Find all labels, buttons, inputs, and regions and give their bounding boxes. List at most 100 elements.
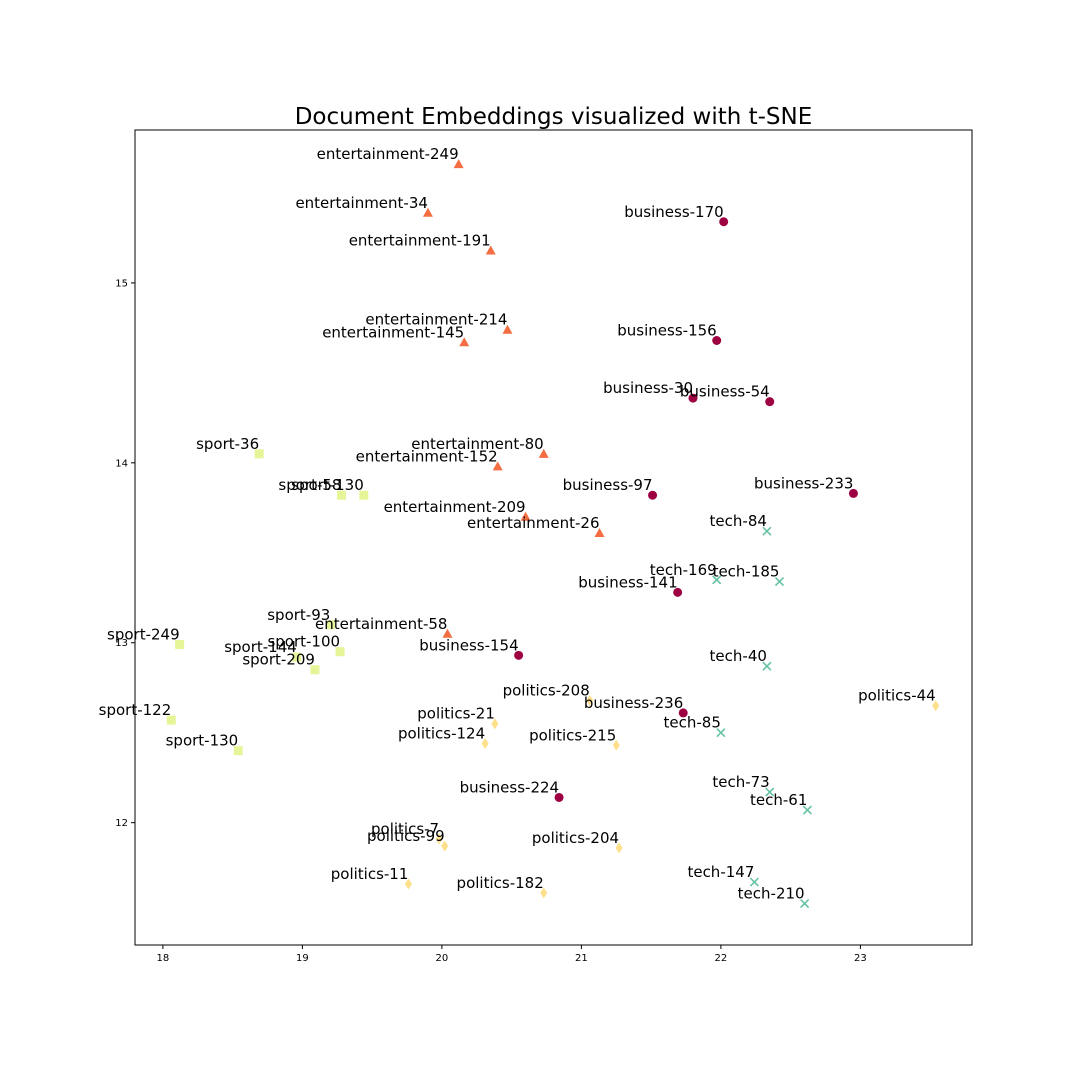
y-tick-label: 15 [115,278,128,289]
business-point-marker [848,488,858,498]
point-label: sport-93 [267,606,330,624]
point-label: entertainment-209 [384,498,526,516]
point-label: sport-209 [242,651,315,669]
business-point-marker [648,490,658,500]
sport-point-marker [254,449,264,459]
business-point-marker [673,587,683,597]
politics-point-marker [540,887,548,899]
politics-point-marker [481,737,489,749]
y-tick-label: 14 [115,458,128,469]
point-label: sport-144 [224,638,297,656]
point-label: sport-100 [267,633,340,651]
point-label: entertainment-214 [365,311,507,329]
x-tick-label: 22 [715,953,728,964]
x-tick-label: 18 [157,953,170,964]
point-label: politics-11 [331,865,409,883]
point-label: entertainment-58 [315,615,448,633]
point-label: tech-169 [650,561,717,579]
point-label: business-30 [603,379,693,397]
point-label: entertainment-191 [349,232,491,250]
point-label: sport-130 [166,732,239,750]
politics-point-marker [441,840,449,852]
chart-title: Document Embeddings visualized with t-SN… [295,104,813,130]
point-label: entertainment-145 [322,323,464,341]
tech-point-marker [762,526,772,536]
sport-point-marker [166,715,176,725]
point-label: politics-204 [532,829,619,847]
point-label: politics-182 [457,874,544,892]
point-label: sport-58 [278,476,341,494]
point-label: business-141 [578,573,677,591]
entertainment-point-marker [442,628,453,638]
sport-point-marker [335,647,345,657]
point-label: politics-7 [371,820,439,838]
entertainment-point-marker [422,207,433,217]
business-point-marker [678,708,688,718]
point-labels: entertainment-249 entertainment-34 enterta… [99,145,936,902]
point-label: entertainment-152 [356,447,498,465]
business-point-marker [765,397,775,407]
tech-point-marker [802,805,812,815]
point-label: business-236 [584,694,683,712]
entertainment-point-marker [502,324,513,334]
politics-point-marker [932,700,940,712]
business-point-marker [719,217,729,227]
x-tick-label: 21 [575,953,588,964]
y-tick-label: 12 [115,818,128,829]
x-tick-label: 23 [854,953,867,964]
sport-point-marker [310,665,320,675]
entertainment-point-marker [538,448,549,458]
point-label: business-97 [563,476,653,494]
politics-point-marker [615,842,623,854]
point-label: tech-185 [713,563,780,581]
sport-point-marker [325,620,335,630]
politics-point-marker [586,694,594,706]
point-label: tech-147 [687,863,754,881]
point-label: politics-124 [398,724,485,742]
entertainment-point-marker [594,528,605,538]
plot-area-frame [134,129,973,946]
entertainment-point-marker [520,511,531,521]
sport-point-marker [336,490,346,500]
point-label: business-54 [680,383,770,401]
axis-ticks: 18 19 20 21 22 23 12 13 14 15 [115,278,867,964]
point-label: entertainment-80 [411,435,544,453]
sport-point-marker [292,652,302,662]
point-label: business-224 [460,778,559,796]
point-label: sport-36 [196,435,259,453]
politics-point-marker [404,878,412,890]
business-point-marker [514,650,524,660]
entertainment-point-marker [485,245,496,255]
point-label: entertainment-26 [467,514,600,532]
point-label: business-170 [624,203,723,221]
entertainment-point-marker [492,461,503,471]
point-label: sport-249 [107,626,180,644]
point-label: politics-44 [858,687,936,705]
point-label: business-156 [617,321,716,339]
point-label: tech-85 [664,714,721,732]
x-tick-label: 19 [296,953,309,964]
point-label: politics-215 [529,726,616,744]
business-point-marker [554,792,564,802]
point-label: tech-210 [738,885,805,903]
point-label: business-154 [419,636,518,654]
point-label: entertainment-34 [295,194,428,212]
entertainment-point-marker [459,337,470,347]
tech-point-marker [765,787,775,797]
politics-point-marker [612,739,620,751]
tech-point-marker [712,575,722,585]
sport-point-marker [175,640,185,650]
x-tick-label: 20 [436,953,449,964]
point-label: politics-208 [503,681,590,699]
point-label: tech-61 [750,791,807,809]
point-label: tech-73 [712,773,769,791]
point-label: tech-40 [710,647,767,665]
point-label: politics-99 [367,827,445,845]
politics-point-marker [491,718,499,730]
sport-point-marker [359,490,369,500]
politics-point-marker [435,833,443,845]
point-label: business-233 [754,474,853,492]
point-label: sport-130 [291,476,364,494]
